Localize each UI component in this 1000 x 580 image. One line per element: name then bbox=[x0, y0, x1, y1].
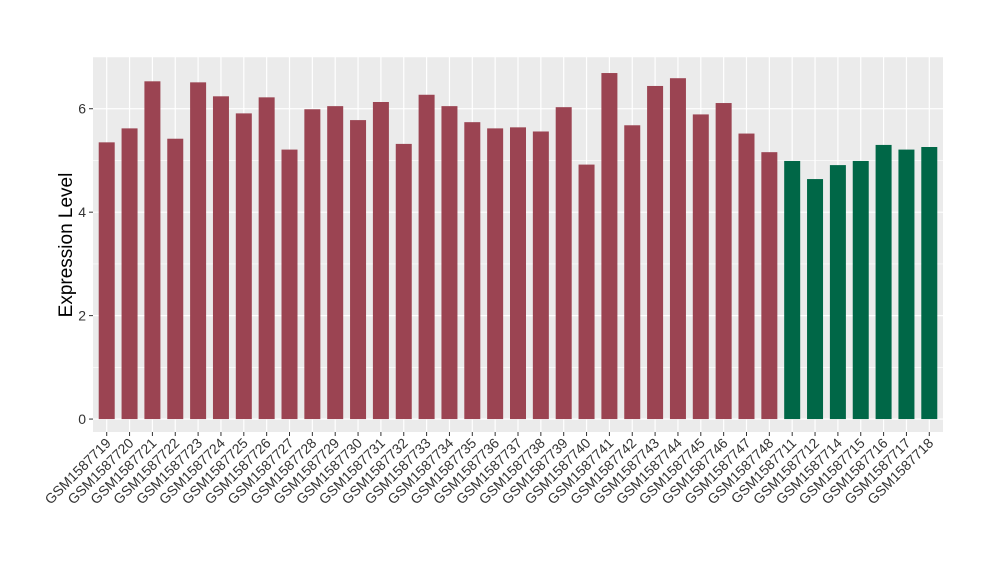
bar-GSM1587742 bbox=[624, 125, 641, 420]
bar-GSM1587721 bbox=[144, 81, 161, 420]
bar-GSM1587718 bbox=[921, 147, 938, 420]
y-axis: 0 2 4 6 bbox=[78, 101, 93, 427]
bar-GSM1587715 bbox=[852, 160, 869, 420]
bar-GSM1587726 bbox=[258, 97, 275, 420]
bar-GSM1587744 bbox=[669, 78, 686, 420]
bar-GSM1587719 bbox=[98, 142, 115, 420]
y-tick-label: 2 bbox=[78, 308, 86, 324]
bar-GSM1587738 bbox=[532, 131, 549, 420]
y-axis-title: Expression Level bbox=[56, 173, 77, 318]
bar-GSM1587716 bbox=[875, 144, 892, 420]
y-tick-label: 4 bbox=[78, 204, 86, 220]
bar-GSM1587723 bbox=[190, 82, 207, 420]
bar-GSM1587712 bbox=[807, 179, 824, 420]
bar-GSM1587737 bbox=[510, 127, 526, 420]
bar-GSM1587735 bbox=[464, 122, 481, 420]
bar-GSM1587745 bbox=[692, 114, 709, 420]
bar-GSM1587731 bbox=[372, 102, 389, 420]
bar-GSM1587725 bbox=[235, 113, 252, 420]
bars bbox=[98, 73, 938, 420]
bar-GSM1587727 bbox=[281, 149, 298, 420]
bar-GSM1587734 bbox=[441, 106, 458, 420]
bar-GSM1587724 bbox=[212, 96, 229, 420]
bar-GSM1587747 bbox=[738, 133, 755, 420]
bar-GSM1587739 bbox=[555, 107, 572, 420]
x-axis: GSM1587719GSM1587720GSM1587721GSM1587722… bbox=[41, 432, 937, 507]
bar-GSM1587746 bbox=[715, 103, 732, 420]
bar-GSM1587741 bbox=[601, 73, 618, 420]
bar-GSM1587730 bbox=[350, 120, 367, 420]
bar-GSM1587720 bbox=[121, 128, 138, 420]
bar-GSM1587711 bbox=[784, 160, 801, 420]
y-tick-label: 6 bbox=[78, 101, 86, 117]
bar-GSM1587740 bbox=[578, 164, 595, 420]
bar-GSM1587732 bbox=[395, 143, 412, 420]
bar-GSM1587733 bbox=[418, 94, 435, 420]
bar-GSM1587748 bbox=[761, 152, 778, 420]
bar-GSM1587717 bbox=[898, 149, 915, 420]
bar-GSM1587728 bbox=[304, 109, 321, 420]
bar-GSM1587729 bbox=[327, 106, 344, 420]
bar-GSM1587743 bbox=[647, 85, 664, 420]
y-tick-label: 0 bbox=[78, 411, 86, 427]
bar-GSM1587722 bbox=[167, 138, 184, 420]
bar-GSM1587736 bbox=[487, 128, 504, 420]
bar-GSM1587714 bbox=[829, 165, 846, 420]
